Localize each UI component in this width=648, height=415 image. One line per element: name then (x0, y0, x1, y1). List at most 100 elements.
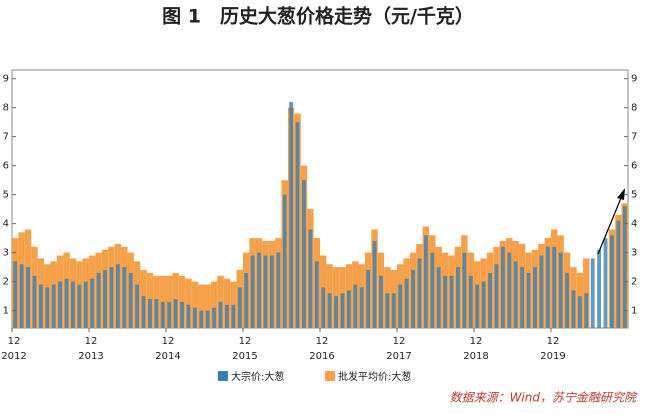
bar (109, 267, 114, 328)
bar (500, 246, 505, 328)
bar (436, 267, 441, 328)
legend-label: 批发平均价:大葱 (338, 370, 411, 383)
bar (199, 310, 204, 328)
bar (159, 275, 166, 328)
bar (616, 220, 621, 328)
bar (103, 270, 107, 328)
bar (545, 246, 550, 328)
bar (520, 267, 525, 328)
x-tick-label: 12 (8, 336, 21, 347)
bar (282, 194, 287, 328)
bar (321, 287, 326, 328)
bar (186, 304, 191, 328)
bar (597, 249, 602, 328)
y-tick-label: 8 (3, 103, 9, 114)
x-group-label: 2017 (386, 351, 411, 362)
bar (237, 287, 242, 328)
y-tick-label: 5 (3, 190, 9, 201)
bar (533, 267, 537, 328)
y2-tick-label: 2 (631, 277, 637, 288)
bar (276, 252, 281, 328)
bar (58, 281, 63, 328)
bar (334, 296, 338, 328)
bar (571, 290, 576, 328)
y-tick-label: 1 (3, 306, 9, 317)
legend-swatch (218, 371, 228, 381)
bar (577, 296, 582, 328)
bar (185, 278, 192, 328)
legend-label: 大宗价:大葱 (231, 370, 284, 383)
x-group-label: 2014 (155, 351, 180, 362)
bar (417, 258, 422, 328)
bar (552, 246, 557, 328)
bar (430, 252, 435, 328)
bar (308, 229, 313, 328)
bar (411, 270, 415, 328)
x-tick-label: 12 (547, 336, 560, 347)
bar (391, 293, 396, 328)
trend-arrow (597, 197, 622, 255)
chart-title: 图 1 历史大葱价格走势（元/千克） (162, 5, 474, 28)
source-note: 数据来源：Wind，苏宁金融研究院 (450, 391, 638, 405)
x-tick-label: 12 (239, 336, 252, 347)
x-tick-label: 12 (85, 336, 98, 347)
bar (481, 281, 486, 328)
bar (366, 270, 371, 328)
x-group-label: 2012 (1, 351, 26, 362)
y-tick-label: 9 (3, 74, 9, 85)
y2-tick-label: 1 (631, 306, 637, 317)
bar (26, 267, 30, 328)
y2-tick-label: 6 (631, 161, 637, 172)
bar (526, 272, 531, 328)
bar (64, 278, 69, 328)
y2-tick-label: 3 (631, 248, 637, 259)
bar (488, 272, 492, 328)
bar (398, 284, 403, 328)
bar (154, 299, 159, 328)
bar (77, 284, 82, 328)
x-tick-label: 12 (470, 336, 483, 347)
y-tick-label: 7 (3, 132, 9, 143)
x-group-label: 2015 (232, 351, 257, 362)
arrow-head (617, 188, 625, 200)
bar (353, 284, 358, 328)
x-tick-label: 12 (316, 336, 329, 347)
bar (204, 284, 211, 328)
bar (359, 287, 364, 328)
bar (468, 275, 473, 328)
bar (269, 255, 274, 328)
bar (244, 272, 249, 328)
y2-tick-label: 7 (631, 132, 637, 143)
bar (250, 255, 255, 328)
bar (32, 275, 37, 328)
x-tick-label: 12 (393, 336, 406, 347)
y2-tick-label: 4 (631, 219, 637, 230)
y-tick-label: 6 (3, 161, 9, 172)
bar (115, 264, 120, 328)
bar (295, 122, 300, 328)
bar (83, 281, 88, 328)
bar (289, 101, 294, 329)
bar (167, 301, 172, 328)
x-group-label: 2018 (463, 351, 488, 362)
x-group-label: 2016 (309, 351, 334, 362)
bar (590, 258, 595, 328)
bar (263, 255, 268, 328)
bar (225, 304, 229, 328)
bar (148, 299, 152, 328)
bar (191, 281, 199, 328)
bar (346, 290, 351, 328)
bar (314, 261, 319, 328)
bar (456, 267, 460, 328)
bar (340, 293, 345, 328)
bar (180, 301, 184, 328)
bar (173, 299, 178, 328)
bar (610, 235, 614, 328)
bar (603, 238, 608, 328)
bar (404, 278, 409, 328)
bar (558, 252, 563, 328)
bar (141, 296, 146, 328)
bar (565, 272, 569, 328)
bar (178, 275, 186, 328)
